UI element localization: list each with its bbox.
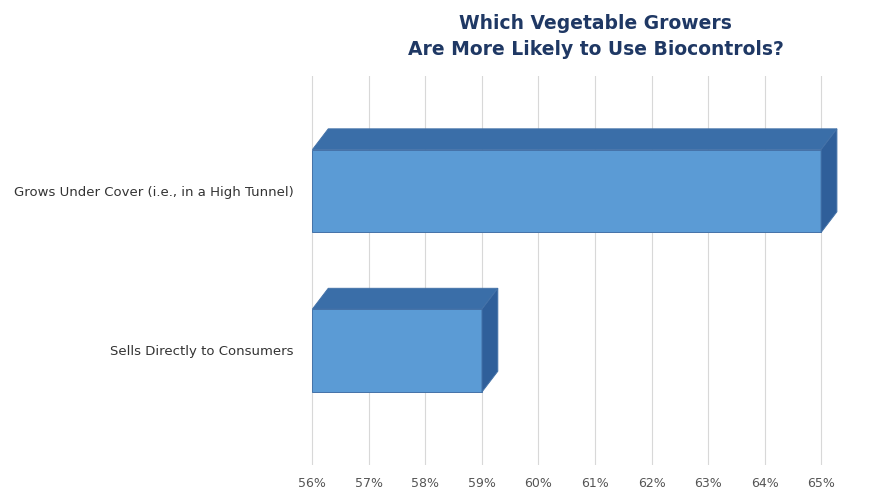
Polygon shape (482, 288, 498, 392)
Polygon shape (821, 129, 837, 232)
Title: Which Vegetable Growers
Are More Likely to Use Biocontrols?: Which Vegetable Growers Are More Likely … (408, 14, 784, 59)
Polygon shape (313, 150, 821, 232)
Polygon shape (313, 288, 498, 309)
Polygon shape (313, 129, 837, 150)
Polygon shape (313, 309, 482, 392)
